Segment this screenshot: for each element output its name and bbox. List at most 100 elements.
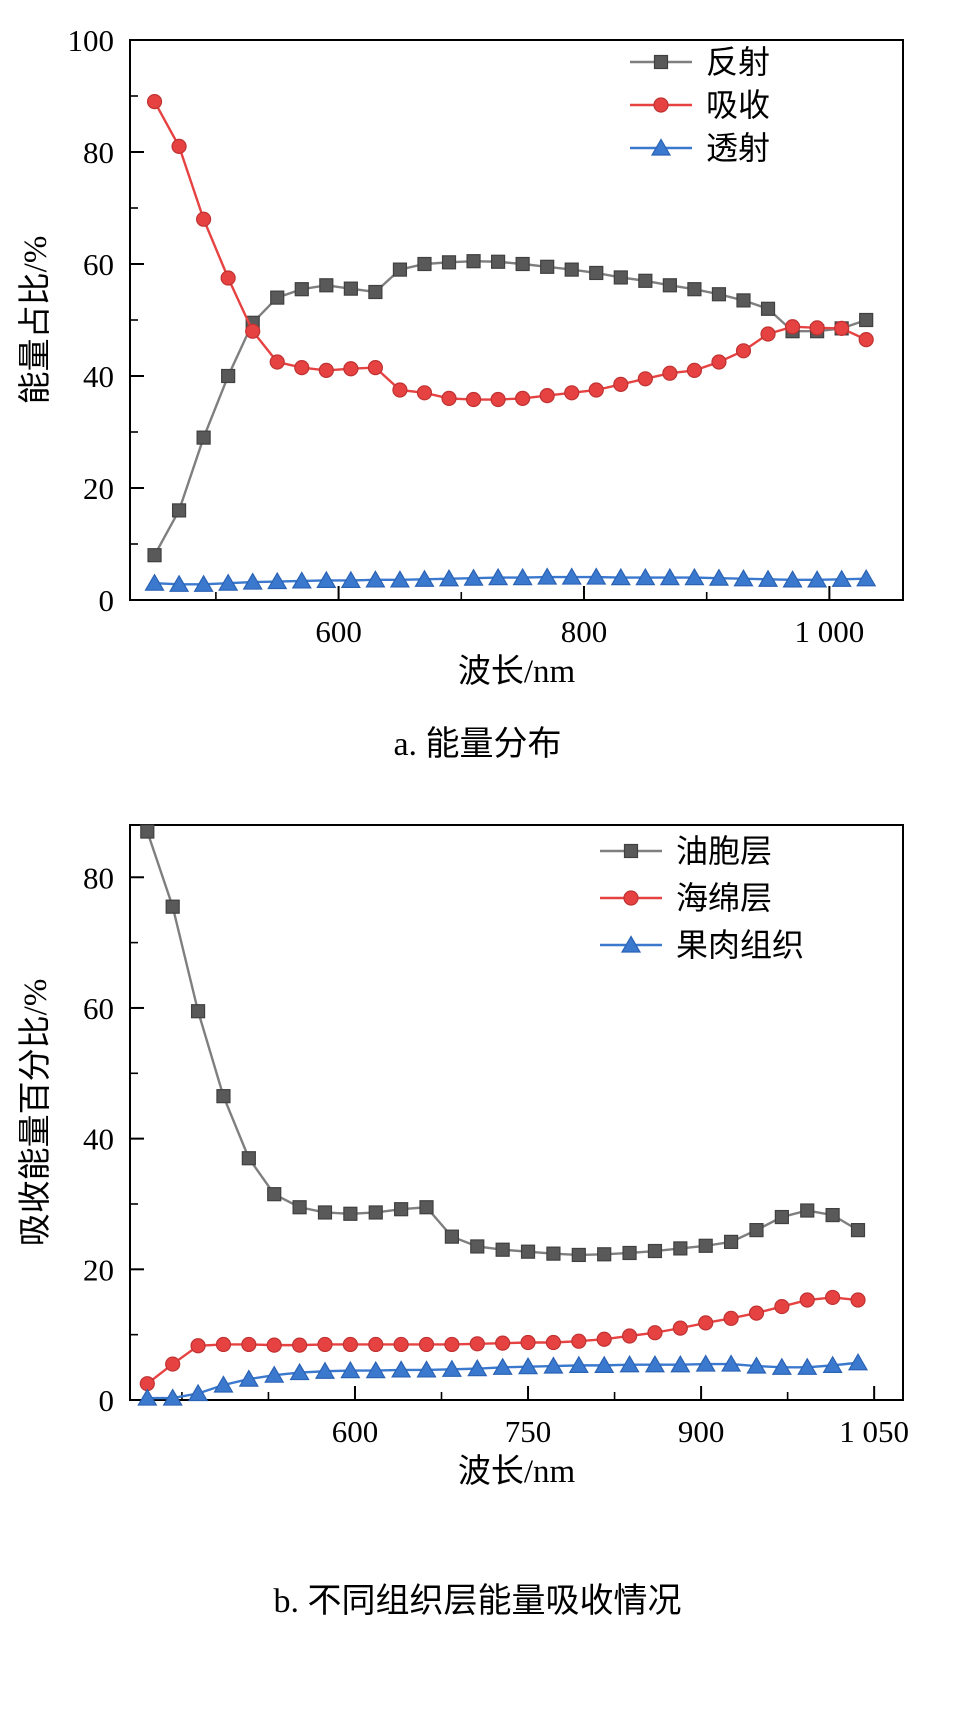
square-marker	[571, 1247, 586, 1263]
y-tick-label: 20	[83, 471, 114, 506]
square-marker	[140, 824, 155, 839]
triangle-marker	[856, 569, 877, 587]
triangle-marker	[144, 573, 165, 591]
triangle-marker	[463, 568, 484, 586]
square-marker	[441, 255, 457, 270]
triangle-marker	[264, 1365, 285, 1383]
circle-marker	[539, 388, 555, 404]
circle-marker	[637, 371, 653, 387]
x-tick-label: 800	[561, 614, 608, 649]
circle-marker	[698, 1315, 714, 1331]
square-marker	[368, 284, 383, 300]
chart-b-caption: b. 不同组织层能量吸收情况	[273, 1583, 682, 1620]
circle-marker	[495, 1335, 511, 1351]
square-marker	[417, 256, 432, 272]
triangle-marker	[543, 1356, 564, 1374]
y-tick-label: 60	[83, 991, 114, 1026]
circle-marker	[774, 1298, 790, 1315]
triangle-marker	[414, 569, 435, 587]
y-tick-label: 20	[83, 1252, 114, 1287]
square-marker	[267, 1187, 282, 1202]
circle-marker	[367, 360, 383, 376]
square-marker	[589, 265, 604, 281]
square-marker	[317, 1205, 333, 1220]
circle-marker	[392, 382, 408, 398]
y-tick-label: 40	[83, 1122, 114, 1157]
square-marker	[613, 270, 628, 285]
square-marker	[495, 1242, 510, 1257]
triangle-marker	[721, 1354, 742, 1372]
circle-marker	[393, 1336, 409, 1353]
square-marker	[597, 1247, 612, 1262]
x-tick-label: 900	[678, 1414, 725, 1449]
circle-marker	[834, 320, 850, 336]
legend-label: 海绵层	[676, 880, 772, 916]
triangle-marker	[512, 567, 533, 586]
triangle-marker	[389, 570, 410, 588]
triangle-marker	[695, 1354, 716, 1372]
x-tick-label: 1 050	[839, 1414, 909, 1449]
series-pulp-tissue	[137, 1353, 869, 1406]
triangle-marker	[746, 1356, 767, 1374]
triangle-marker	[340, 570, 361, 589]
triangle-marker	[238, 1369, 259, 1387]
triangle-marker	[267, 571, 288, 590]
circle-marker	[171, 138, 187, 154]
circle-marker	[190, 1338, 206, 1354]
square-marker	[241, 1151, 256, 1166]
circle-marker	[343, 361, 359, 377]
legend-square-marker	[653, 54, 669, 70]
triangle-marker	[488, 567, 509, 586]
series-absorb	[146, 93, 874, 408]
triangle-marker	[314, 1361, 336, 1379]
y-tick-label: 0	[99, 583, 115, 618]
square-marker	[540, 259, 555, 274]
circle-marker	[621, 1328, 638, 1344]
triangle-marker	[586, 567, 607, 585]
triangle-marker	[670, 1355, 691, 1373]
square-marker	[196, 430, 211, 445]
legend-label: 油胞层	[676, 833, 772, 869]
legend-label: 反射	[706, 44, 770, 80]
triangle-marker	[213, 1375, 234, 1393]
square-marker	[825, 1207, 840, 1223]
square-marker	[490, 254, 506, 269]
square-marker	[190, 1004, 206, 1019]
circle-marker	[735, 343, 752, 359]
series-line	[154, 575, 867, 586]
triangle-marker	[365, 1360, 386, 1379]
square-marker	[736, 293, 751, 308]
circle-marker	[342, 1336, 358, 1353]
triangle-marker	[218, 573, 239, 591]
square-marker	[165, 899, 180, 914]
square-marker	[171, 503, 187, 518]
circle-marker	[418, 1336, 435, 1353]
legend-item-sponge-layer: 海绵层	[600, 880, 772, 916]
triangle-marker	[467, 1358, 488, 1377]
square-marker	[687, 282, 702, 297]
triangle-marker	[561, 567, 582, 585]
chart-b-figure: 600 750 900 1 050 0 20 40 60 80 波长/nm 吸收能量百分比/% 油胞层…	[0, 803, 955, 1622]
circle-marker	[760, 326, 776, 342]
series-line	[153, 259, 867, 556]
x-tick-label: 750	[505, 1414, 552, 1449]
x-axis-title: 波长/nm	[458, 1453, 576, 1490]
circle-marker	[858, 332, 874, 348]
square-marker	[723, 1234, 739, 1249]
triangle-marker	[733, 569, 754, 587]
circle-marker	[241, 1336, 257, 1353]
circle-marker	[596, 1331, 612, 1347]
x-axis-title: 波长/nm	[458, 653, 576, 690]
square-marker	[800, 1203, 815, 1218]
circle-marker	[220, 270, 236, 286]
circle-marker	[441, 390, 457, 406]
circle-marker	[368, 1336, 384, 1353]
triangle-marker	[568, 1355, 589, 1373]
circle-marker	[613, 376, 629, 392]
legend-triangle-marker	[650, 138, 672, 156]
y-tick-label: 100	[68, 23, 115, 58]
triangle-marker	[517, 1356, 539, 1375]
triangle-marker	[492, 1357, 513, 1375]
y-tick-label: 40	[83, 359, 114, 394]
